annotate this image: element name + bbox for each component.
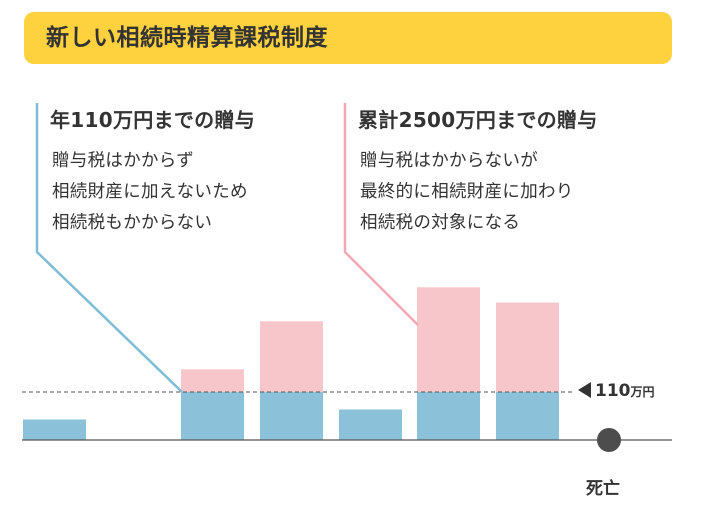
bar-7-blue-segment: [496, 392, 559, 440]
right-note-heading: 累計2500万円までの贈与: [358, 108, 598, 132]
right-note-line-3: 相続税の対象になる: [360, 213, 521, 233]
bar-3-blue-segment: [181, 392, 244, 440]
bar-6-pink-segment: [417, 287, 480, 392]
left-note-heading: 年110万円までの贈与: [50, 108, 256, 132]
right-note-line-2: 最終的に相続財産に加わり: [360, 182, 574, 202]
title-banner: 新しい相続時精算課税制度: [24, 12, 672, 64]
threshold-label: 110万円: [578, 379, 655, 403]
threshold-value: 110: [595, 381, 631, 401]
pointer-triangle-icon: [578, 381, 591, 398]
left-callout-line: [35, 103, 183, 393]
bar-6-blue-segment: [417, 392, 480, 440]
bar-4-blue-segment: [260, 392, 323, 440]
bar-4-pink-segment: [260, 321, 323, 392]
death-label: 死亡: [586, 479, 620, 499]
bar-1-blue-segment: [23, 419, 86, 440]
left-note-line-3: 相続税もかからない: [52, 213, 213, 233]
death-marker-icon: [597, 428, 621, 452]
bar-3-pink-segment: [181, 369, 244, 392]
bar-5-blue-segment: [339, 409, 402, 440]
page-title: 新しい相続時精算課税制度: [46, 25, 328, 51]
left-note-line-1: 贈与税はかからず: [52, 151, 195, 171]
right-note-line-1: 贈与税はかからないが: [360, 151, 538, 171]
right-callout-line: [343, 103, 419, 326]
bar-group: [23, 287, 559, 440]
bar-7-pink-segment: [496, 302, 559, 392]
threshold-unit: 万円: [630, 385, 655, 399]
left-note-line-2: 相続財産に加えないため: [52, 182, 248, 202]
